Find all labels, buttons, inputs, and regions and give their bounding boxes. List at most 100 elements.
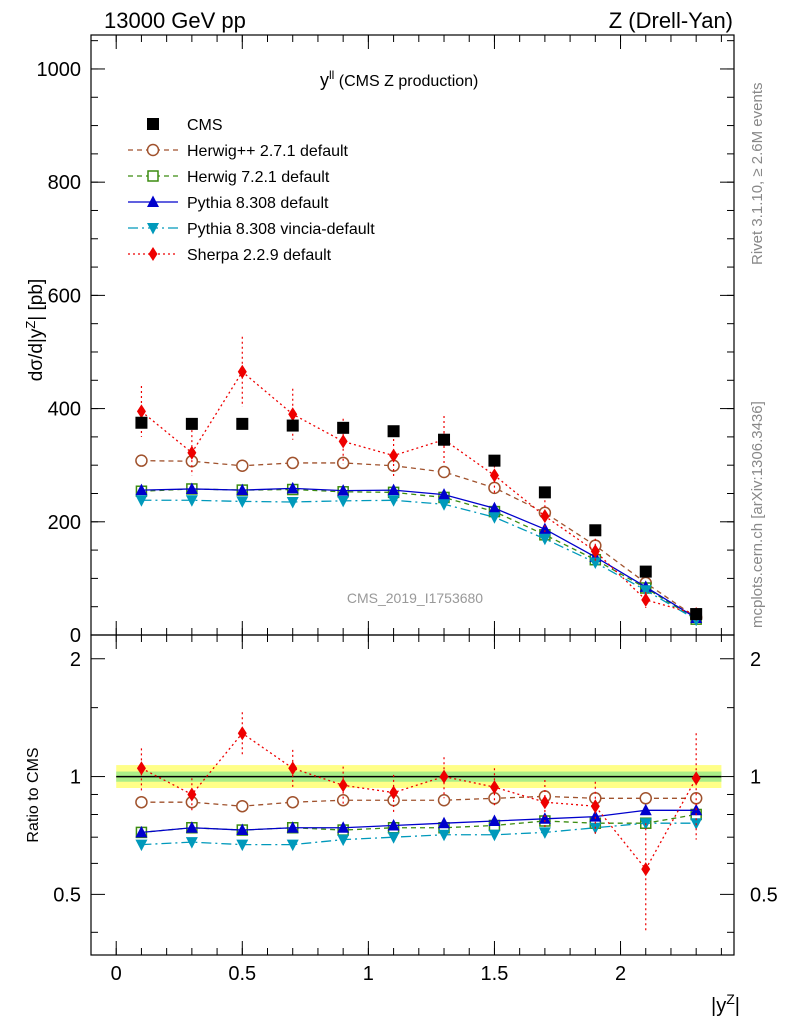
ratio-point-pythia-8-308-vincia-default: [488, 829, 501, 842]
ratio-tick-label-right: 2: [750, 649, 761, 671]
point-herwig-2-7-1-default: [437, 465, 451, 479]
ratio-axis-label: Ratio to CMS: [25, 747, 42, 842]
point-sherpa-2-2-9-default: [590, 544, 600, 559]
series-line-pythia-8-308-vincia-default: [141, 499, 697, 621]
point-cms-data: [488, 454, 501, 467]
point-sherpa-2-2-9-default: [389, 448, 399, 463]
ratio-point-pythia-8-308-vincia-default: [135, 839, 148, 852]
point-sherpa-2-2-9-default: [489, 468, 499, 483]
point-pythia-8-308-vincia-default: [236, 496, 249, 508]
point-pythia-8-308-vincia-default: [185, 495, 198, 507]
legend-marker-cms: [147, 118, 159, 130]
point-herwig-2-7-1-default: [236, 459, 249, 473]
x-tick-label: 1.5: [481, 963, 509, 985]
legend-label-pythia-8-308-default: Pythia 8.308 default: [187, 195, 329, 212]
ratio-point-pythia-8-308-vincia-default: [387, 832, 400, 844]
ratio-point-pythia-8-308-vincia-default: [337, 834, 350, 847]
point-cms-data: [337, 421, 350, 434]
point-cms-data: [185, 417, 198, 430]
ratio-line-sherpa-2-2-9-default: [141, 732, 697, 871]
point-pythia-8-308-vincia-default: [589, 557, 602, 570]
point-herwig-2-7-1-default: [286, 456, 299, 470]
ratio-point-sherpa-2-2-9-default: [187, 787, 197, 802]
ratio-point-herwig-2-7-1-default: [236, 799, 249, 813]
legend-label-sherpa-2-2-9-default: Sherpa 2.2.9 default: [187, 247, 332, 264]
ratio-tick-label-right: 1: [750, 767, 761, 789]
ratio-point-sherpa-2-2-9-default: [237, 726, 247, 741]
y-tick-label: 400: [48, 399, 81, 421]
ratio-point-pythia-8-308-default: [488, 814, 501, 826]
ratio-tick-label-right: 0.5: [750, 884, 778, 906]
y-axis-label: dσ/d|yZ| [pb]: [23, 279, 48, 381]
ratio-point-pythia-8-308-default: [387, 818, 400, 831]
ratio-point-pythia-8-308-default: [438, 816, 451, 829]
point-pythia-8-308-default: [185, 482, 198, 494]
legend-marker-sherpa-2-2-9-default: [148, 247, 158, 261]
ratio-point-pythia-8-308-vincia-default: [438, 829, 451, 842]
rivet-label: Rivet 3.1.10, ≥ 2.6M events: [749, 83, 766, 266]
point-cms-data: [286, 419, 299, 432]
point-pythia-8-308-default: [438, 488, 451, 500]
point-herwig-2-7-1-default: [135, 454, 148, 467]
point-sherpa-2-2-9-default: [540, 509, 550, 524]
ratio-point-sherpa-2-2-9-default: [590, 799, 600, 814]
point-sherpa-2-2-9-default: [136, 404, 146, 419]
point-pythia-8-308-default: [538, 522, 551, 535]
point-cms-data: [135, 416, 148, 429]
point-cms-data: [589, 524, 602, 537]
point-sherpa-2-2-9-default: [338, 434, 348, 449]
ratio-point-sherpa-2-2-9-default: [288, 761, 298, 776]
point-pythia-8-308-default: [337, 484, 350, 496]
y-tick-label: 0: [70, 625, 81, 647]
point-pythia-8-308-vincia-default: [387, 495, 400, 507]
ratio-point-sherpa-2-2-9-default: [540, 795, 550, 810]
point-pythia-8-308-vincia-default: [538, 533, 551, 546]
legend-marker-herwig-2-7-1-default: [146, 143, 160, 157]
ratio-line-pythia-8-308-default: [141, 809, 697, 834]
series-line-herwig-2-7-1-default: [141, 460, 697, 618]
ratio-point-pythia-8-308-default: [639, 803, 652, 816]
point-sherpa-2-2-9-default: [187, 445, 197, 460]
point-pythia-8-308-vincia-default: [488, 512, 501, 524]
ratio-point-herwig-2-7-1-default: [336, 793, 350, 807]
point-pythia-8-308-default: [236, 483, 249, 496]
point-pythia-8-308-default: [286, 481, 299, 494]
ratio-point-pythia-8-308-default: [538, 812, 551, 824]
ratio-point-herwig-2-7-1-default: [135, 795, 148, 809]
y-tick-label: 1000: [37, 59, 82, 81]
point-sherpa-2-2-9-default: [288, 407, 298, 422]
ratio-point-sherpa-2-2-9-default: [489, 780, 499, 795]
legend-label-herwig-2-7-1-default: Herwig++ 2.7.1 default: [187, 143, 349, 160]
header-right: Z (Drell-Yan): [609, 8, 733, 33]
ratio-point-pythia-8-308-default: [589, 810, 602, 822]
point-cms-data: [538, 486, 551, 499]
ratio-line-herwig-2-7-1-default: [141, 795, 697, 807]
legend-marker-pythia-8-308-vincia-default: [147, 223, 159, 235]
ratio-point-pythia-8-308-default: [236, 823, 249, 836]
ratio-point-sherpa-2-2-9-default: [136, 761, 146, 776]
ratio-tick-label: 1: [70, 767, 81, 789]
point-pythia-8-308-vincia-default: [286, 496, 299, 509]
legend-marker-pythia-8-308-default: [147, 195, 159, 207]
ratio-point-pythia-8-308-default: [337, 821, 350, 833]
ratio-point-pythia-8-308-default: [185, 821, 198, 833]
legend-marker-herwig-7-2-1-default: [147, 170, 159, 182]
x-axis-label: |yZ|: [711, 991, 740, 1017]
point-pythia-8-308-vincia-default: [639, 585, 652, 597]
point-cms-data: [690, 608, 703, 621]
header-left: 13000 GeV pp: [104, 8, 246, 33]
x-tick-label: 0: [111, 963, 122, 985]
y-tick-label: 200: [48, 512, 81, 534]
ratio-point-sherpa-2-2-9-default: [338, 778, 348, 793]
ratio-point-pythia-8-308-default: [286, 821, 299, 833]
x-tick-label: 2: [615, 963, 626, 985]
ratio-point-herwig-2-7-1-default: [639, 792, 652, 805]
point-pythia-8-308-vincia-default: [337, 495, 350, 508]
point-herwig-2-7-1-default: [336, 456, 350, 470]
point-cms-data: [387, 425, 400, 438]
legend-label-herwig-7-2-1-default: Herwig 7.2.1 default: [187, 169, 330, 186]
ratio-point-pythia-8-308-vincia-default: [538, 827, 551, 839]
plot-title: yll (CMS Z production): [320, 68, 478, 90]
ratio-point-pythia-8-308-vincia-default: [236, 839, 249, 852]
ratio-point-pythia-8-308-default: [135, 825, 148, 838]
